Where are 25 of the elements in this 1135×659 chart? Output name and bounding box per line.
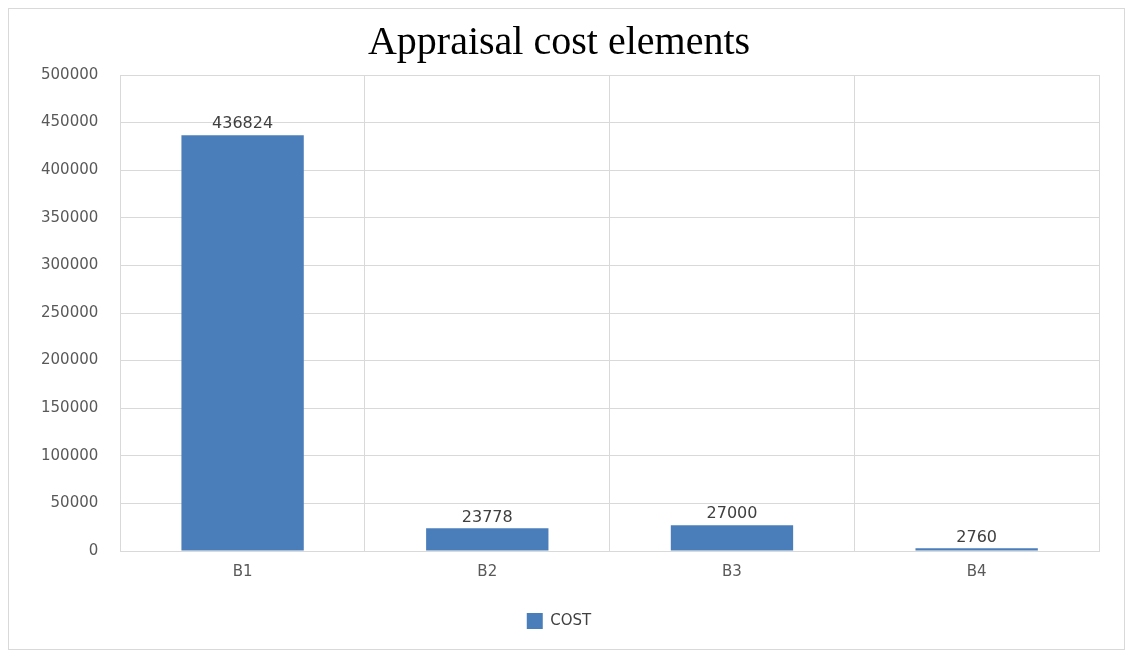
y-tick-label: 50000	[50, 493, 99, 512]
data-label: 23778	[461, 506, 513, 526]
bar	[670, 525, 794, 551]
bar	[426, 528, 549, 551]
legend-label: COST	[550, 610, 593, 629]
data-label: 2760	[956, 526, 998, 546]
bar	[915, 548, 1038, 551]
x-tick-label: B4	[966, 561, 987, 580]
y-tick-label: 100000	[41, 445, 99, 464]
x-tick-label: B2	[477, 561, 498, 580]
y-tick-label: 0	[88, 540, 99, 559]
y-tick-label: 400000	[41, 160, 99, 179]
y-tick-label: 150000	[41, 398, 99, 417]
bar	[181, 135, 304, 551]
data-label: 27000	[706, 503, 758, 523]
y-tick-label: 350000	[41, 207, 99, 226]
x-tick-label: B3	[722, 561, 742, 580]
y-tick-label: 500000	[41, 64, 99, 83]
y-tick-label: 200000	[41, 350, 99, 369]
y-tick-label: 300000	[41, 255, 99, 274]
x-tick-label: B1	[232, 561, 253, 580]
y-tick-label: 250000	[41, 302, 99, 321]
y-tick-label: 450000	[41, 112, 99, 131]
chart-title: Appraisal cost elements	[367, 17, 751, 63]
data-label: 436824	[212, 113, 274, 133]
